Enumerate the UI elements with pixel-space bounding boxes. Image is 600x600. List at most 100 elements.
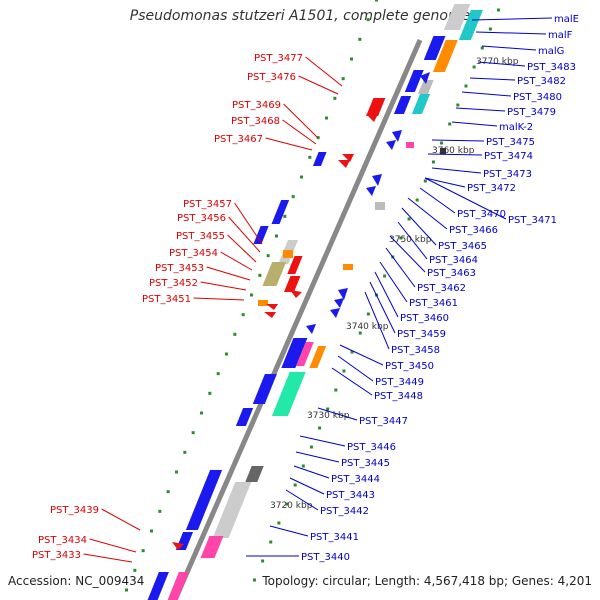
- gene-arrow[interactable]: [420, 72, 430, 84]
- gene-block[interactable]: [443, 4, 471, 30]
- gene-block[interactable]: [406, 142, 414, 148]
- gene-block[interactable]: [200, 536, 224, 558]
- reverse-gene-label[interactable]: PST_3452: [149, 278, 198, 289]
- forward-gene-label[interactable]: PST_3480: [513, 92, 562, 103]
- reverse-gene-label[interactable]: PST_3467: [214, 134, 263, 145]
- forward-gene-label[interactable]: PST_3474: [484, 151, 533, 162]
- forward-gene-label[interactable]: PST_3482: [517, 76, 566, 87]
- gene-arrow[interactable]: [172, 542, 184, 550]
- gene-block[interactable]: [375, 202, 385, 210]
- forward-gene-label[interactable]: PST_3479: [507, 107, 556, 118]
- forward-gene-label[interactable]: PST_3445: [341, 458, 390, 469]
- forward-gene-label[interactable]: PST_3450: [385, 361, 434, 372]
- gene-block[interactable]: [418, 80, 434, 94]
- forward-gene-label[interactable]: PST_3473: [483, 169, 532, 180]
- gene-arrow[interactable]: [334, 298, 344, 308]
- gene-block[interactable]: [411, 94, 431, 114]
- forward-gene-label[interactable]: PST_3460: [400, 313, 449, 324]
- forward-gene-label[interactable]: PST_3449: [375, 377, 424, 388]
- reverse-gene-label[interactable]: PST_3455: [176, 231, 225, 242]
- gene-block[interactable]: [258, 300, 268, 306]
- gene-block[interactable]: [245, 466, 264, 482]
- gene-block[interactable]: [167, 572, 189, 600]
- forward-gene-label[interactable]: PST_3459: [397, 329, 446, 340]
- forward-gene-label[interactable]: PST_3470: [457, 209, 506, 220]
- forward-gene-label[interactable]: PST_3483: [527, 62, 576, 73]
- gene-arrow[interactable]: [330, 308, 340, 318]
- forward-gene-label[interactable]: PST_3463: [427, 268, 476, 279]
- gene-block[interactable]: [271, 200, 290, 224]
- reverse-gene-label[interactable]: PST_3456: [177, 213, 226, 224]
- forward-gene-label[interactable]: PST_3462: [417, 283, 466, 294]
- gene-block[interactable]: [312, 152, 327, 166]
- gene-arrow[interactable]: [266, 304, 278, 310]
- gene-block[interactable]: [366, 98, 386, 116]
- gene-arrow[interactable]: [290, 290, 302, 298]
- gene-arrow[interactable]: [366, 114, 378, 122]
- forward-gene-label[interactable]: PST_3465: [438, 241, 487, 252]
- forward-gene-label[interactable]: malK-2: [499, 122, 533, 133]
- reverse-gene-label[interactable]: PST_3468: [231, 116, 280, 127]
- gene-block[interactable]: [147, 572, 169, 600]
- forward-gene-label[interactable]: malG: [538, 46, 564, 57]
- gene-arrow[interactable]: [372, 174, 382, 186]
- forward-gene-label[interactable]: PST_3461: [409, 298, 458, 309]
- gene-block[interactable]: [252, 374, 277, 404]
- gene-arrow[interactable]: [342, 154, 354, 162]
- forward-gene-label[interactable]: PST_3440: [301, 552, 350, 563]
- gene-block[interactable]: [185, 470, 223, 530]
- forward-gene-label[interactable]: PST_3458: [391, 345, 440, 356]
- gene-block[interactable]: [212, 482, 252, 538]
- forward-gene-label[interactable]: PST_3444: [331, 474, 380, 485]
- forward-gene-label[interactable]: PST_3464: [429, 255, 478, 266]
- reverse-gene-label[interactable]: PST_3434: [38, 535, 87, 546]
- gene-block[interactable]: [283, 250, 293, 258]
- reverse-gene-label[interactable]: PST_3433: [32, 550, 81, 561]
- reverse-gene-label[interactable]: PST_3453: [155, 263, 204, 274]
- forward-gene-label[interactable]: PST_3443: [326, 490, 375, 501]
- forward-gene-label[interactable]: malF: [548, 30, 573, 41]
- gene-arrow[interactable]: [306, 324, 316, 334]
- gene-arrow[interactable]: [264, 312, 276, 318]
- forward-gene-label[interactable]: PST_3448: [374, 391, 423, 402]
- gene-block[interactable]: [284, 276, 301, 292]
- gene-block[interactable]: [296, 342, 314, 366]
- reverse-gene-label[interactable]: PST_3454: [169, 248, 218, 259]
- forward-gene-label[interactable]: PST_3441: [310, 532, 359, 543]
- forward-gene-label[interactable]: malE: [554, 14, 579, 25]
- forward-gene-label[interactable]: PST_3442: [320, 506, 369, 517]
- gene-arrow[interactable]: [392, 130, 402, 142]
- gene-arrow[interactable]: [386, 140, 396, 150]
- gene-block[interactable]: [404, 70, 424, 92]
- forward-gene-label[interactable]: PST_3446: [347, 442, 396, 453]
- gene-arrow[interactable]: [338, 288, 348, 300]
- gene-block[interactable]: [423, 36, 446, 60]
- gene-arrow[interactable]: [366, 186, 376, 196]
- gene-block[interactable]: [271, 372, 306, 416]
- gene-block[interactable]: [287, 256, 303, 274]
- gene-block[interactable]: [281, 338, 308, 368]
- reverse-gene-label[interactable]: PST_3477: [254, 53, 303, 64]
- forward-gene-label[interactable]: PST_3472: [467, 183, 516, 194]
- genome-title: Pseudomonas stutzeri A1501, complete gen…: [129, 8, 471, 24]
- reverse-gene-label[interactable]: PST_3457: [183, 199, 232, 210]
- forward-gene-label[interactable]: PST_3471: [508, 215, 557, 226]
- gene-block[interactable]: [393, 96, 412, 114]
- forward-gene-label[interactable]: PST_3466: [449, 225, 498, 236]
- reverse-gene-label[interactable]: PST_3451: [142, 294, 191, 305]
- forward-gene-label[interactable]: PST_3447: [359, 416, 408, 427]
- gene-block[interactable]: [440, 148, 446, 154]
- gene-block[interactable]: [343, 264, 353, 270]
- gene-block[interactable]: [262, 262, 287, 286]
- gene-arrow[interactable]: [338, 160, 350, 168]
- gene-block[interactable]: [235, 408, 254, 426]
- gene-block[interactable]: [253, 226, 269, 244]
- forward-gene-label[interactable]: PST_3475: [486, 137, 535, 148]
- gene-block[interactable]: [458, 10, 483, 40]
- gene-block[interactable]: [309, 346, 327, 368]
- reverse-gene-label[interactable]: PST_3476: [247, 72, 296, 83]
- reverse-gene-label[interactable]: PST_3469: [232, 100, 281, 111]
- gene-block[interactable]: [432, 40, 458, 72]
- reverse-gene-label[interactable]: PST_3439: [50, 505, 99, 516]
